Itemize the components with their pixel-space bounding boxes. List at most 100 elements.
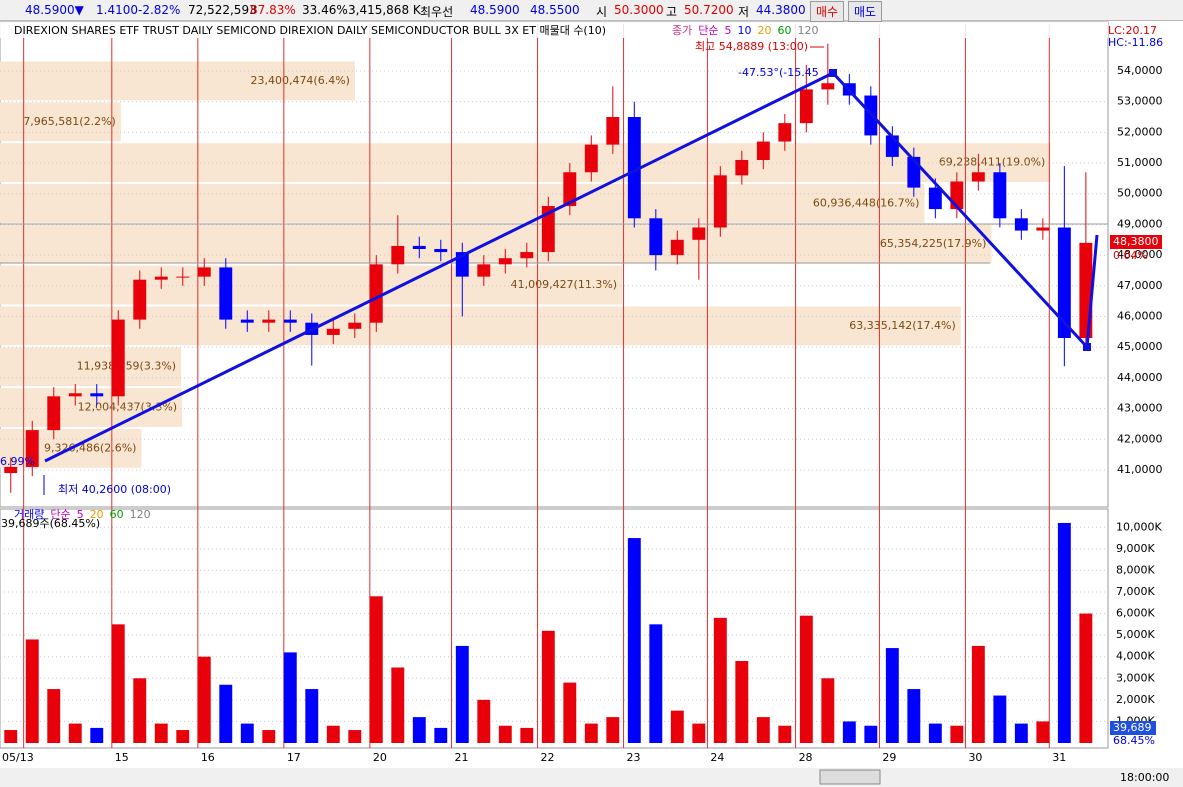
profile-label: 65,354,225(17.9%)	[880, 237, 987, 250]
profile-bar	[0, 306, 961, 346]
candle-body	[756, 141, 770, 160]
candle-body	[369, 264, 383, 323]
volume-bar	[154, 723, 168, 743]
volume-bar	[563, 682, 577, 743]
current-price: 48,3800	[1113, 235, 1159, 248]
volume-bar	[713, 617, 727, 743]
candle-body	[821, 83, 835, 90]
volume-bar	[606, 717, 620, 743]
volume-bar	[197, 656, 211, 743]
candle-body	[498, 258, 512, 265]
candle-body	[541, 206, 555, 253]
volume-bar	[240, 723, 254, 743]
x-tick-label: 22	[541, 751, 555, 764]
candle-body	[434, 248, 448, 253]
candle-body	[649, 218, 663, 256]
volume-bar	[541, 630, 555, 743]
legend-entry: 5	[725, 24, 732, 37]
volume-bar	[885, 648, 899, 743]
min-label: 최저 40,2600 (08:00)	[58, 483, 171, 496]
legend-entry: 5	[77, 508, 84, 521]
scroll-bar	[0, 768, 1183, 787]
y-tick-label: 42,0000	[1117, 432, 1163, 445]
volume-bar	[262, 730, 276, 743]
ratio: 33.46%	[302, 3, 348, 17]
ask: 48.5900	[470, 3, 520, 17]
x-tick-label: 30	[968, 751, 982, 764]
label: 시	[596, 5, 608, 19]
profile-label: 41,009,427(11.3%)	[511, 278, 618, 291]
y-tick-label: 51,0000	[1117, 156, 1163, 169]
buy-button[interactable]: 매수	[810, 1, 845, 22]
profile-label: 9,326,486(2.6%)	[44, 441, 137, 454]
y-tick-label: 43,0000	[1117, 402, 1163, 415]
candle-body	[412, 245, 426, 249]
volume-bar	[90, 727, 104, 743]
y-tick-label: 2,000K	[1116, 693, 1155, 706]
volume-bar	[477, 699, 491, 743]
profile-bar	[0, 61, 355, 101]
scroll-controls[interactable]	[819, 769, 881, 785]
low: 44.3800	[756, 3, 806, 17]
x-tick-label: 15	[115, 751, 129, 764]
candle-body	[4, 466, 18, 474]
y-tick-label: 45,0000	[1117, 340, 1163, 353]
sell-button[interactable]: 매도	[848, 1, 883, 22]
candle-body	[627, 117, 641, 219]
candle-body	[197, 267, 211, 277]
x-tick-label: 24	[710, 751, 724, 764]
profile-label: 69,238,411(19.0%)	[939, 156, 1046, 169]
volume-bar	[627, 538, 641, 743]
volume-bar	[369, 596, 383, 743]
volume-bar	[434, 727, 448, 743]
candle-body	[993, 172, 1007, 219]
y-tick-label: 47,0000	[1117, 279, 1163, 292]
volume-bar	[864, 725, 878, 743]
candle-body	[1014, 218, 1028, 231]
volume: 72,522,593	[188, 3, 257, 17]
y-tick-label: 44,0000	[1117, 371, 1163, 384]
candle-body	[735, 159, 749, 176]
profile-bar	[0, 102, 121, 142]
label: 최우선	[420, 5, 454, 19]
candle-body	[563, 172, 577, 207]
price-panel	[0, 21, 1109, 508]
profile-bar	[0, 347, 182, 387]
profile-bar	[0, 143, 1051, 183]
volume-bar	[670, 710, 684, 743]
volume-bar	[778, 725, 792, 743]
x-tick-label: 20	[373, 751, 387, 764]
volume-bar	[25, 639, 39, 743]
y-tick-label: 50,0000	[1117, 187, 1163, 200]
grid	[0, 24, 1108, 748]
y-tick-label: 52,0000	[1117, 125, 1163, 138]
hc-label: HC:-11.86	[1108, 36, 1163, 49]
y-tick-label: 6,000K	[1116, 607, 1155, 620]
y-tick-label: 3,000K	[1116, 671, 1155, 684]
candle-body	[778, 123, 792, 142]
trend-line	[44, 71, 1099, 463]
y-tick-label: 5,000K	[1116, 628, 1155, 641]
profile-bar	[0, 224, 992, 264]
profile-label: 23,400,474(6.4%)	[250, 74, 350, 87]
label: 저	[738, 5, 750, 19]
profile-bar	[0, 265, 623, 305]
volume-box	[1110, 721, 1156, 735]
volume-bar	[520, 727, 534, 743]
volume-bar	[756, 717, 770, 743]
legend-entry: 단순	[50, 508, 70, 521]
x-tick-label: 05/13	[2, 751, 34, 764]
y-tick-label: 4,000K	[1116, 650, 1155, 663]
trend-point	[829, 69, 837, 77]
x-tick-label: 17	[287, 751, 301, 764]
candle-body	[1057, 227, 1071, 339]
legend-entry: 종가	[672, 24, 692, 37]
profile-label: 60,936,448(16.7%)	[813, 196, 920, 209]
candle-body	[90, 393, 104, 397]
chart: 9,326,486(2.6%) 12,004,437(3.3%) 11,938,25…	[0, 21, 1183, 787]
candle-body	[348, 322, 362, 329]
candle-body	[584, 144, 598, 173]
change-rate: -2.82%	[138, 3, 181, 17]
y-tick-label: 53,0000	[1117, 95, 1163, 108]
candle-body	[713, 175, 727, 228]
